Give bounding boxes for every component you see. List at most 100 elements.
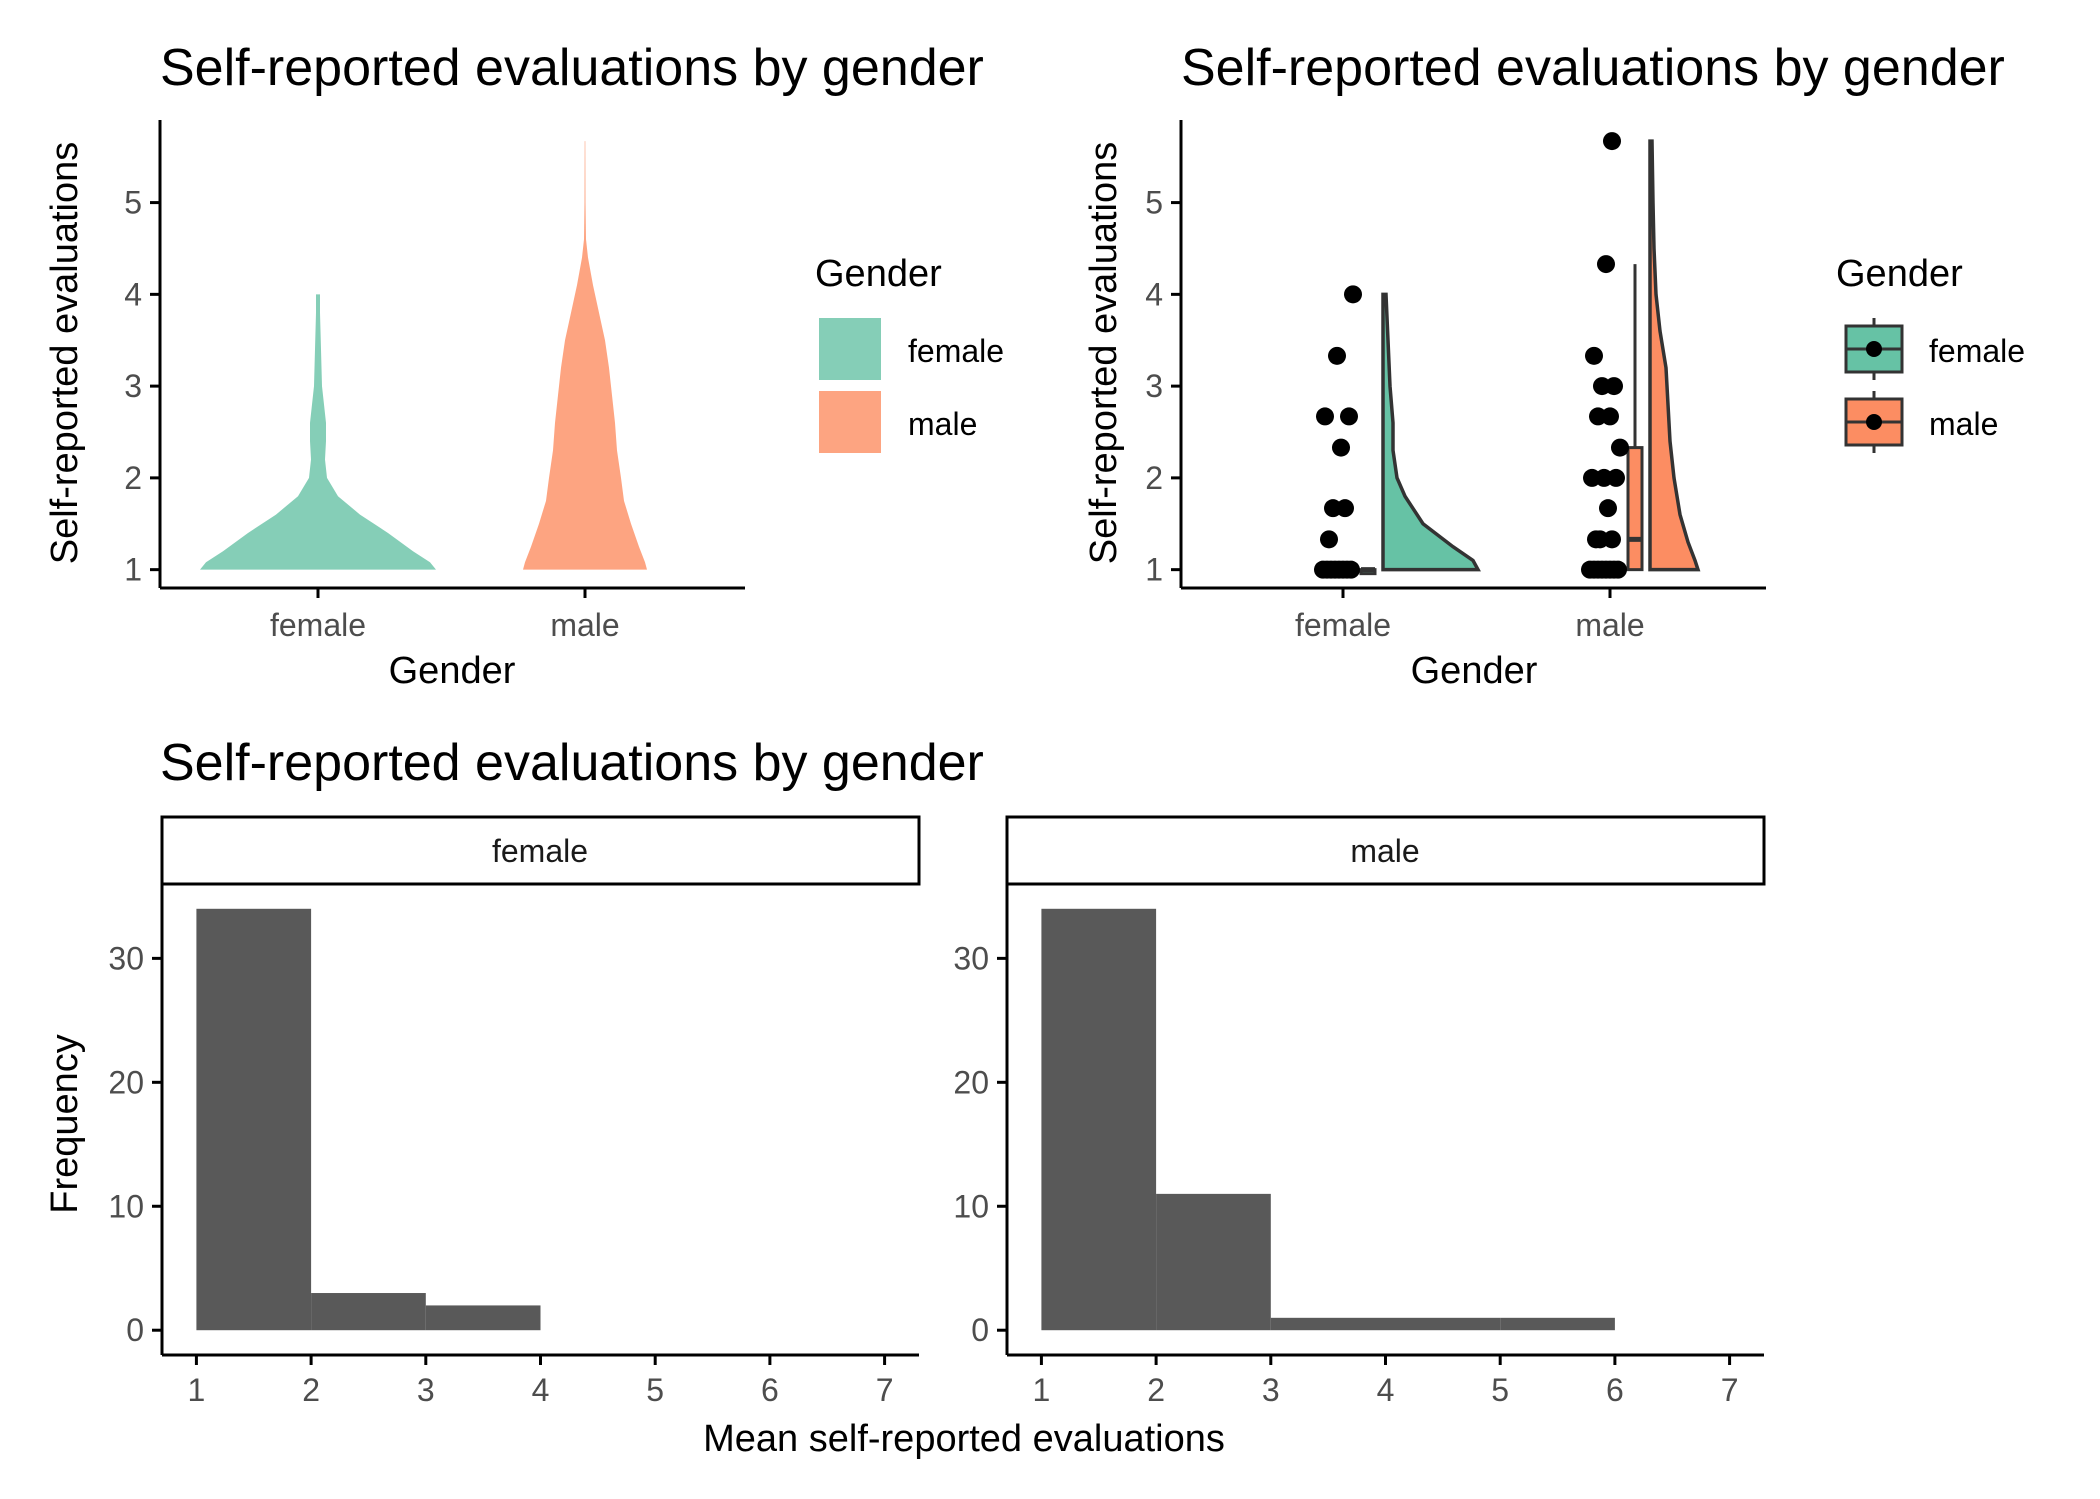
raincloud-xlabel: Gender [1411,650,1538,692]
point-female [1340,407,1358,426]
violin-xlabel: Gender [389,650,516,692]
point-male [1611,438,1629,457]
x-tick-label: 1 [1033,1372,1051,1408]
y-tick-label: 0 [971,1312,989,1348]
violin-marks [200,141,647,570]
strip-label-female: female [492,833,588,869]
x-tick-label: 3 [1262,1372,1280,1408]
x-tick-label: 3 [417,1372,435,1408]
y-tick-label: 10 [108,1188,144,1224]
point-female [1316,407,1334,426]
x-tick-label: 6 [761,1372,779,1408]
strip-label-male: male [1350,833,1419,869]
facet-male: male 0 10 20 30 1 2 3 4 5 6 7 [953,815,1766,1408]
histogram-bar-male [1156,1193,1271,1331]
y-tick-label: 10 [953,1188,989,1224]
raincloud-legend: Gender female male [1836,253,2025,453]
point-male [1591,530,1609,549]
y-tick-label: 20 [953,1064,989,1100]
point-female [1332,438,1350,457]
y-tick-label: 4 [1145,276,1163,312]
point-female [1320,530,1338,549]
raincloud-xaxis: female male [1181,586,1766,643]
cloud-male [1648,139,1701,572]
point-male [1599,499,1617,518]
point-female [1342,560,1360,579]
y-tick-label: 30 [108,940,144,976]
x-tick-label: 2 [1147,1372,1165,1408]
cloud-female [1381,292,1481,572]
histogram-title: Self-reported evaluations by gender [160,734,984,792]
strip-female [160,815,921,886]
facet-male-yaxis: 0 10 20 30 [953,884,1009,1355]
point-male [1601,407,1619,426]
y-tick-label: 3 [1145,368,1163,404]
x-tick-label: 4 [1377,1372,1395,1408]
raincloud-legend-label-female: female [1929,333,2025,369]
raincloud-title: Self-reported evaluations by gender [1181,39,2005,97]
y-tick-label: 20 [108,1064,144,1100]
facet-male-xaxis: 1 2 3 4 5 6 7 [1007,1353,1764,1408]
point-female [1324,499,1342,518]
raincloud-legend-key-male [1840,391,1906,453]
histogram-bar-female [196,908,312,1331]
x-tick-label: male [550,607,619,643]
y-tick-label: 0 [126,1312,144,1348]
raincloud-ylabel: Self-reported evaluations [1083,142,1125,564]
raincloud-yaxis: 1 2 3 4 5 [1145,120,1183,588]
point-male [1609,560,1627,579]
x-tick-label: 7 [876,1372,894,1408]
y-tick-label: 4 [124,276,142,312]
x-tick-label: 5 [646,1372,664,1408]
y-tick-label: 5 [1145,185,1163,221]
point-male [1585,346,1603,365]
violin-legend: Gender female male [815,253,1004,453]
strip-male [1005,815,1766,886]
y-tick-label: 3 [124,368,142,404]
violin-panel: Self-reported evaluations by gender Self… [44,39,1004,692]
facet-female-marks [196,908,541,1331]
x-tick-label: male [1575,607,1644,643]
box-male [1626,446,1644,572]
violin-legend-key-male [819,391,881,453]
x-tick-label: 5 [1491,1372,1509,1408]
y-tick-label: 5 [124,185,142,221]
histogram-panel: Self-reported evaluations by gender Freq… [44,734,1766,1460]
facet-female-yaxis: 0 10 20 30 [108,884,164,1355]
y-tick-label: 2 [124,460,142,496]
y-tick-label: 2 [1145,460,1163,496]
point-female [1344,285,1362,304]
histogram-xlabel: Mean self-reported evaluations [703,1418,1225,1460]
histogram-ylabel: Frequency [44,1034,86,1214]
point-male [1603,132,1621,151]
histogram-bar-male [1041,908,1157,1331]
raincloud-legend-label-male: male [1929,406,1998,442]
violin-legend-label-female: female [908,333,1004,369]
y-tick-label: 30 [953,940,989,976]
y-tick-label: 1 [1145,552,1163,588]
violin-yaxis: 1 2 3 4 5 [124,120,162,588]
violin-legend-title: Gender [815,253,942,295]
violin-male [523,141,647,570]
raincloud-panel: Self-reported evaluations by gender Self… [1083,39,2025,692]
x-tick-label: female [1295,607,1391,643]
violin-ylabel: Self-reported evaluations [44,142,86,564]
raincloud-legend-key-female [1840,318,1906,380]
facet-male-marks [1041,908,1615,1331]
x-tick-label: female [270,607,366,643]
raincloud-marks [1314,132,1701,579]
histogram-bar-male [1500,1317,1615,1331]
point-male [1595,468,1613,487]
x-tick-label: 2 [302,1372,320,1408]
histogram-bar-female [311,1293,426,1331]
facet-female: female 0 10 20 30 1 2 3 4 5 6 7 [108,815,921,1408]
violin-title: Self-reported evaluations by gender [160,39,984,97]
violin-xaxis: female male [160,586,745,643]
histogram-bar-male [1270,1317,1386,1331]
raincloud-legend-title: Gender [1836,253,1963,295]
x-tick-label: 7 [1721,1372,1739,1408]
violin-female [200,294,436,570]
point-female [1328,346,1346,365]
histogram-bar-female [425,1305,541,1331]
